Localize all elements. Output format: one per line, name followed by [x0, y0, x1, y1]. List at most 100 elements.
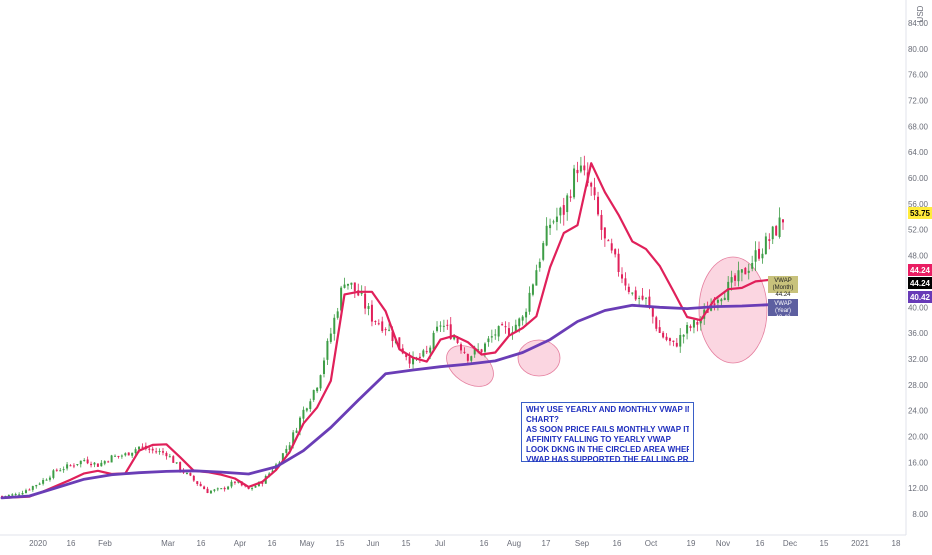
candle-body — [555, 216, 558, 222]
candle-body — [662, 332, 665, 338]
y-tick-label: 48.00 — [908, 252, 929, 261]
candle-body — [453, 336, 456, 340]
candle-body — [559, 207, 562, 216]
candle-body — [624, 278, 627, 286]
candle-body — [456, 337, 459, 343]
candle-body — [38, 483, 41, 485]
annotation-line: LOOK DKNG IN THE CIRCLED AREA WHERE YEAR… — [526, 445, 689, 454]
x-tick-label: 19 — [687, 539, 696, 548]
x-tick-label: Jun — [367, 539, 380, 548]
candle-body — [525, 311, 528, 318]
y-tick-label: 20.00 — [908, 433, 929, 442]
candle-body — [254, 485, 257, 488]
candle-body — [442, 325, 445, 327]
candle-body — [155, 451, 158, 453]
candle-body — [768, 239, 771, 241]
candle-body — [21, 493, 24, 495]
candle-body — [168, 456, 171, 458]
candle-body — [292, 432, 295, 445]
candle-body — [93, 462, 96, 465]
candle-body — [449, 324, 452, 340]
candle-body — [206, 488, 209, 494]
candle-body — [364, 293, 367, 309]
candle-body — [713, 303, 716, 306]
candle-body — [196, 481, 199, 484]
candle-body — [79, 460, 82, 465]
x-tick-label: Apr — [234, 539, 247, 548]
candle-body — [771, 226, 774, 240]
x-tick-label: 16 — [756, 539, 765, 548]
candle-body — [658, 327, 661, 333]
candle-body — [668, 338, 671, 342]
y-tick-label: 60.00 — [908, 174, 929, 183]
candle-body — [48, 477, 51, 480]
candle-body — [161, 451, 164, 453]
candle-body — [220, 488, 223, 490]
candle-body — [514, 324, 517, 333]
candle-body — [100, 462, 103, 467]
candle-body — [521, 316, 524, 321]
candle-body — [644, 297, 647, 299]
candle-body — [418, 356, 421, 358]
candle-body — [216, 488, 219, 490]
candle-body — [384, 329, 387, 331]
candle-body — [764, 236, 767, 254]
y-tick-label: 12.00 — [908, 484, 929, 493]
vwap-month-callout-value: 44.24 — [775, 292, 791, 298]
candle-body — [497, 326, 500, 337]
candle-body — [466, 354, 469, 361]
candle-body — [55, 469, 58, 471]
candle-body — [76, 464, 79, 466]
candle-body — [538, 261, 541, 268]
candle-body — [446, 324, 449, 326]
candle-body — [754, 250, 757, 262]
candle-body — [223, 487, 226, 490]
candle-body — [778, 217, 781, 237]
y-tick-label: 56.00 — [908, 200, 929, 209]
candle-body — [429, 347, 432, 353]
candle-body — [18, 494, 21, 496]
candle-body — [720, 299, 723, 302]
candle-body — [638, 297, 641, 299]
vwap-month-line — [0, 162, 785, 499]
annotation-line: AS SOON PRICE FAILS MONTHLY VWAP IT HAS … — [526, 425, 689, 434]
candle-body — [209, 490, 212, 494]
candle-body — [682, 334, 685, 337]
candle-body — [408, 356, 411, 364]
candle-body — [213, 489, 216, 491]
candle-body — [1, 495, 3, 497]
candle-body — [730, 277, 733, 283]
vwap-month-tag: 44.24 — [910, 266, 931, 275]
annotation-note: WHY USE YEARLY AND MONTHLY VWAP IN THE C… — [521, 402, 694, 464]
x-tick-label: 16 — [268, 539, 277, 548]
candle-body — [566, 195, 569, 213]
candle-body — [316, 387, 319, 392]
candle-body — [148, 448, 151, 450]
candle-body — [86, 459, 89, 464]
candle-body — [59, 470, 62, 472]
candle-body — [460, 344, 463, 351]
candle-body — [45, 479, 48, 481]
candle-body — [549, 224, 552, 229]
y-tick-label: 36.00 — [908, 329, 929, 338]
candle-body — [185, 472, 188, 474]
candle-body — [723, 297, 726, 301]
candle-body — [590, 182, 593, 187]
candle-body — [679, 334, 682, 347]
candle-body — [124, 453, 127, 456]
candle-body — [251, 488, 254, 490]
y-tick-label: 32.00 — [908, 355, 929, 364]
candle-body — [62, 469, 65, 471]
candle-body — [288, 445, 291, 450]
x-tick-label: Nov — [716, 539, 730, 548]
candle-body — [648, 296, 651, 307]
candle-body — [192, 475, 195, 481]
vwap-month-callout-label: VWAP (Month) — [772, 278, 794, 291]
candle-body — [381, 321, 384, 331]
candle-body — [189, 472, 192, 476]
y-tick-label: 16.00 — [908, 458, 929, 467]
candle-body — [422, 350, 425, 357]
candle-body — [141, 446, 144, 448]
x-tick-label: Jul — [435, 539, 445, 548]
